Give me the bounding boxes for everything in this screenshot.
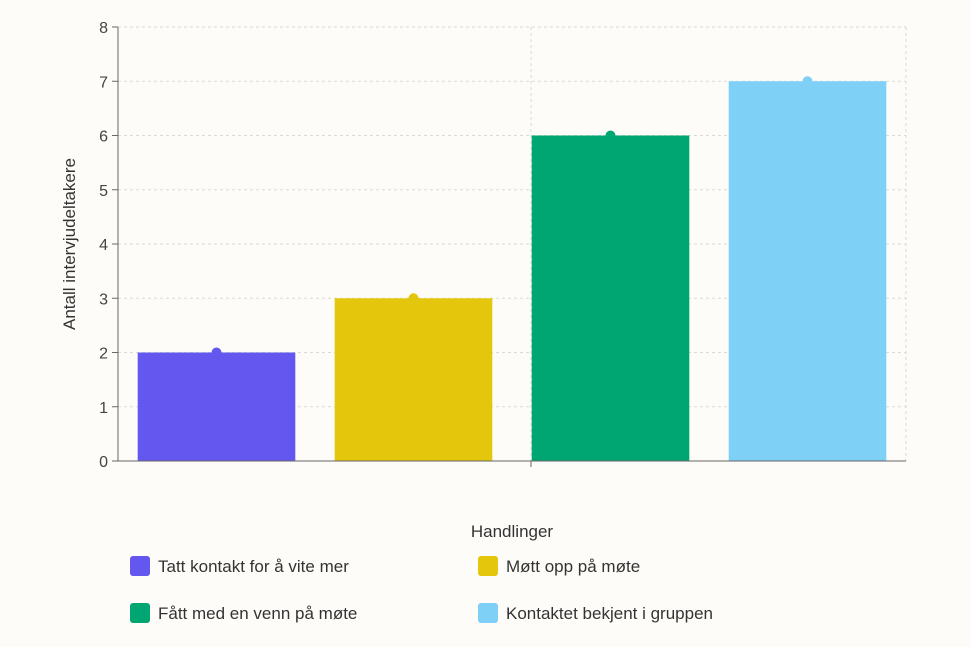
bar-point[interactable] <box>408 293 419 304</box>
y-tick-labels: 0 1 2 3 4 5 6 7 8 <box>99 20 108 471</box>
y-tick-label: 5 <box>99 183 108 200</box>
y-tick-label: 0 <box>99 454 108 471</box>
legend-label: Tatt kontakt for å vite mer <box>158 557 349 576</box>
y-tick-label: 6 <box>99 129 108 146</box>
legend-label: Møtt opp på møte <box>506 557 640 576</box>
bar-point[interactable] <box>802 76 813 87</box>
legend: Tatt kontakt for å vite mer Møtt opp på … <box>130 556 713 623</box>
legend-swatch <box>130 603 150 623</box>
axes <box>112 26 906 467</box>
y-tick-label: 8 <box>99 20 108 37</box>
legend-swatch <box>130 556 150 576</box>
y-tick-label: 1 <box>99 400 108 417</box>
bar-point[interactable] <box>605 130 616 141</box>
legend-item[interactable]: Kontaktet bekjent i gruppen <box>478 603 713 623</box>
bar[interactable] <box>531 135 690 462</box>
bar-point[interactable] <box>211 347 222 358</box>
legend-swatch <box>478 603 498 623</box>
y-tick-label: 4 <box>99 237 108 254</box>
bar[interactable] <box>728 81 887 461</box>
y-axis-title: Antall intervjudeltakere <box>60 158 79 330</box>
bar[interactable] <box>137 352 296 462</box>
legend-item[interactable]: Tatt kontakt for å vite mer <box>130 556 349 576</box>
legend-label: Kontaktet bekjent i gruppen <box>506 604 713 623</box>
bars <box>137 76 887 462</box>
legend-item[interactable]: Fått med en venn på møte <box>130 603 357 623</box>
x-axis-title: Handlinger <box>471 522 554 541</box>
bar[interactable] <box>334 298 493 461</box>
legend-item[interactable]: Møtt opp på møte <box>478 556 640 576</box>
y-tick-label: 2 <box>99 346 108 363</box>
legend-label: Fått med en venn på møte <box>158 604 357 623</box>
y-tick-label: 3 <box>99 291 108 308</box>
legend-swatch <box>478 556 498 576</box>
y-tick-label: 7 <box>99 74 108 91</box>
